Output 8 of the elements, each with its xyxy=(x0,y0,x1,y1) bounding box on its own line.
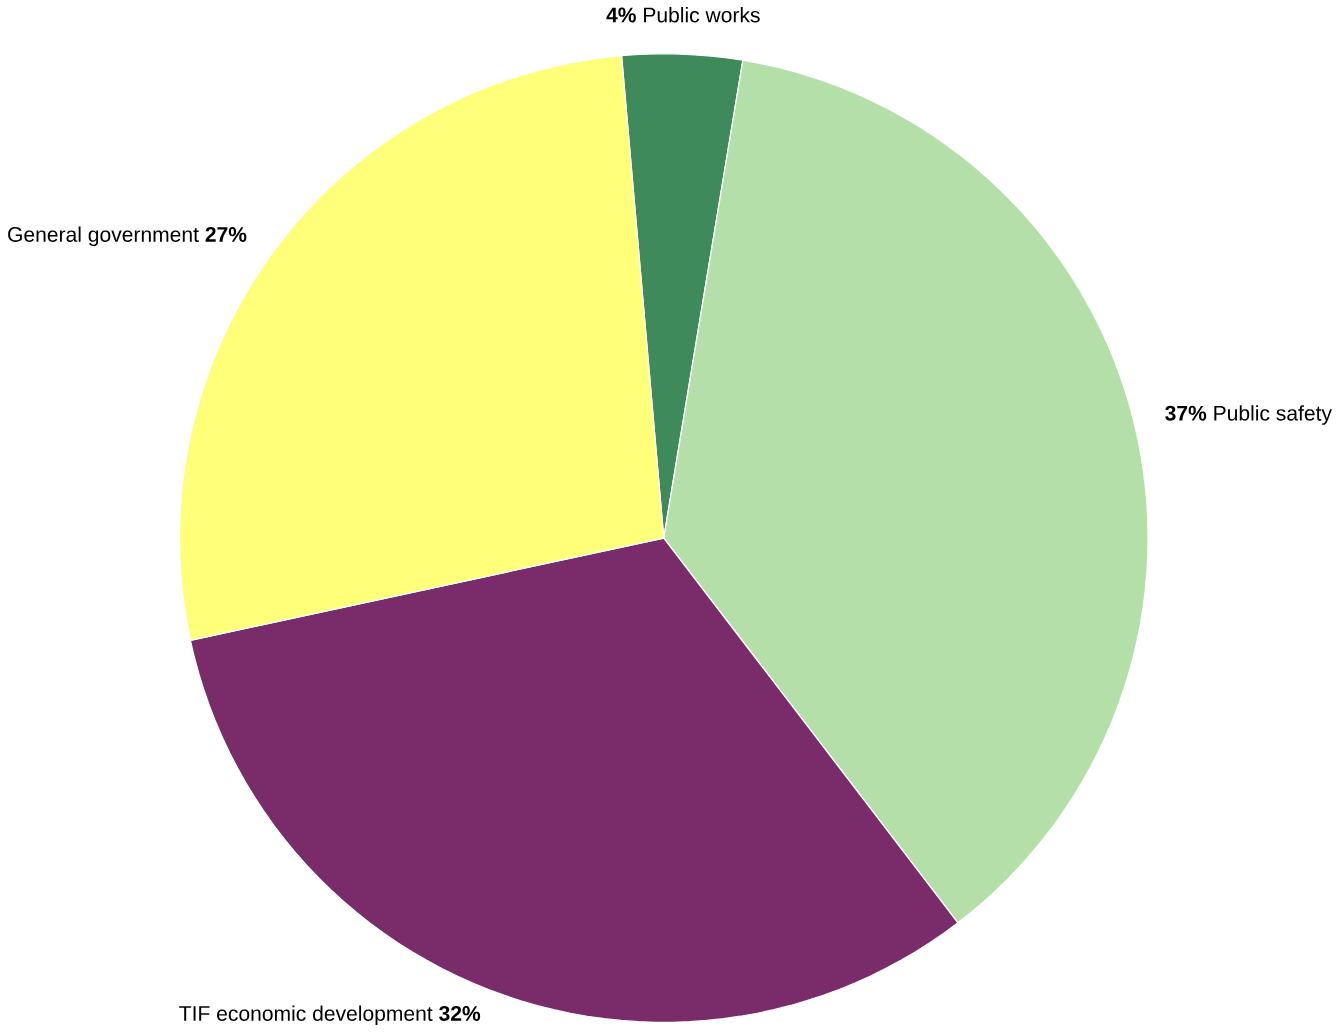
data-label: 27% xyxy=(205,226,247,242)
data-label: 4% xyxy=(606,7,636,23)
slice-label: TIF economic development xyxy=(179,1005,433,1026)
slice-label: Public safety xyxy=(1214,405,1332,425)
data-label: 37% xyxy=(1165,405,1207,421)
slice-label: General government xyxy=(8,226,199,247)
slice-label: Public works xyxy=(644,6,760,23)
data-label: 32% xyxy=(439,1005,481,1021)
